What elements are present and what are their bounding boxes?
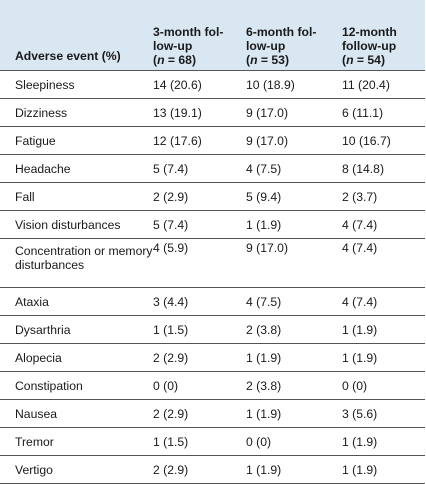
- event-cell: Vertigo: [0, 455, 153, 484]
- n-symbol: n: [250, 53, 258, 67]
- table-row: Nausea 2 (2.9) 1 (1.9) 3 (5.6): [0, 399, 425, 428]
- value-cell-3m: 13 (19.1): [153, 98, 246, 127]
- n-value: 68: [178, 53, 192, 67]
- value-cell-3m: 4 (5.9): [153, 238, 246, 288]
- header-n: (n = 68): [153, 53, 197, 67]
- header-12-month: 12-month follow-up (n = 54): [342, 0, 425, 71]
- table-row: Alopecia 2 (2.9) 1 (1.9) 1 (1.9): [0, 343, 425, 372]
- value-cell-12m: 8 (14.8): [342, 154, 425, 183]
- n-value: 54: [367, 53, 381, 67]
- header-3-month: 3-month fol- low-up (n = 68): [153, 0, 246, 71]
- value-cell-12m: 0 (0): [342, 371, 425, 400]
- value-cell-6m: 0 (0): [246, 427, 342, 456]
- value-cell-6m: 2 (3.8): [246, 371, 342, 400]
- value-cell-6m: 5 (9.4): [246, 182, 342, 211]
- value-cell-12m: 11 (20.4): [342, 70, 425, 99]
- header-n: (n = 53): [246, 53, 290, 67]
- header-line2: low-up: [246, 39, 286, 53]
- value-cell-3m: 14 (20.6): [153, 70, 246, 99]
- value-cell-6m: 9 (17.0): [246, 98, 342, 127]
- event-cell: Sleepiness: [0, 70, 153, 99]
- value-cell-3m: 2 (2.9): [153, 399, 246, 428]
- event-cell: Dysarthria: [0, 315, 153, 344]
- event-cell: Dizziness: [0, 98, 153, 127]
- value-cell-12m: 1 (1.9): [342, 315, 425, 344]
- value-cell-12m: 2 (3.7): [342, 182, 425, 211]
- value-cell-6m: 1 (1.9): [246, 210, 342, 239]
- header-row: Adverse event (%) 3-month fol- low-up (n…: [0, 0, 425, 71]
- header-n: (n = 54): [342, 53, 386, 67]
- table-row: Dysarthria 1 (1.5) 2 (3.8) 1 (1.9): [0, 315, 425, 344]
- table-row: Fatigue 12 (17.6) 9 (17.0) 10 (16.7): [0, 126, 425, 155]
- table-row: Ataxia 3 (4.4) 4 (7.5) 4 (7.4): [0, 287, 425, 316]
- table-row: Tremor 1 (1.5) 0 (0) 1 (1.9): [0, 427, 425, 456]
- n-symbol: n: [157, 53, 165, 67]
- value-cell-6m: 9 (17.0): [246, 126, 342, 155]
- value-cell-12m: 3 (5.6): [342, 399, 425, 428]
- value-cell-12m: 1 (1.9): [342, 427, 425, 456]
- value-cell-3m: 1 (1.5): [153, 315, 246, 344]
- header-line2: follow-up: [342, 39, 397, 53]
- n-value: 53: [271, 53, 285, 67]
- table-row: Fall 2 (2.9) 5 (9.4) 2 (3.7): [0, 182, 425, 211]
- value-cell-6m: 1 (1.9): [246, 343, 342, 372]
- value-cell-12m: 4 (7.4): [342, 287, 425, 316]
- table-row: Headache 5 (7.4) 4 (7.5) 8 (14.8): [0, 154, 425, 183]
- table-row: Sleepiness 14 (20.6) 10 (18.9) 11 (20.4): [0, 70, 425, 99]
- table-row: Vision disturbances 5 (7.4) 1 (1.9) 4 (7…: [0, 210, 425, 239]
- value-cell-3m: 5 (7.4): [153, 154, 246, 183]
- value-cell-12m: 1 (1.9): [342, 455, 425, 484]
- value-cell-6m: 10 (18.9): [246, 70, 342, 99]
- value-cell-3m: 0 (0): [153, 371, 246, 400]
- header-line1: 12-month: [342, 25, 397, 39]
- value-cell-3m: 12 (17.6): [153, 126, 246, 155]
- event-cell: Fatigue: [0, 126, 153, 155]
- value-cell-12m: 6 (11.1): [342, 98, 425, 127]
- event-cell: Concentration or memory disturbances: [0, 238, 153, 288]
- table-row: Dizziness 13 (19.1) 9 (17.0) 6 (11.1): [0, 98, 425, 127]
- value-cell-6m: 1 (1.9): [246, 399, 342, 428]
- table-row: Vertigo 2 (2.9) 1 (1.9) 1 (1.9): [0, 455, 425, 484]
- value-cell-6m: 4 (7.5): [246, 287, 342, 316]
- value-cell-3m: 5 (7.4): [153, 210, 246, 239]
- header-line1: 3-month fol-: [153, 25, 224, 39]
- value-cell-12m: 4 (7.4): [342, 210, 425, 239]
- value-cell-3m: 2 (2.9): [153, 182, 246, 211]
- value-cell-12m: 4 (7.4): [342, 238, 425, 288]
- value-cell-3m: 3 (4.4): [153, 287, 246, 316]
- value-cell-3m: 2 (2.9): [153, 455, 246, 484]
- event-cell: Fall: [0, 182, 153, 211]
- value-cell-6m: 9 (17.0): [246, 238, 342, 288]
- event-cell: Alopecia: [0, 343, 153, 372]
- event-cell: Constipation: [0, 371, 153, 400]
- value-cell-3m: 2 (2.9): [153, 343, 246, 372]
- value-cell-12m: 1 (1.9): [342, 343, 425, 372]
- event-cell: Tremor: [0, 427, 153, 456]
- value-cell-3m: 1 (1.5): [153, 427, 246, 456]
- n-symbol: n: [346, 53, 354, 67]
- header-label: Adverse event (%): [15, 49, 121, 63]
- table-row: Concentration or memory disturbances 4 (…: [0, 238, 425, 288]
- table-row: Constipation 0 (0) 2 (3.8) 0 (0): [0, 371, 425, 400]
- event-cell: Ataxia: [0, 287, 153, 316]
- header-adverse-event: Adverse event (%): [0, 0, 153, 71]
- value-cell-6m: 1 (1.9): [246, 455, 342, 484]
- event-cell: Headache: [0, 154, 153, 183]
- header-line2: low-up: [153, 39, 193, 53]
- value-cell-12m: 10 (16.7): [342, 126, 425, 155]
- event-cell: Vision disturbances: [0, 210, 153, 239]
- event-cell: Nausea: [0, 399, 153, 428]
- header-line1: 6-month fol-: [246, 25, 317, 39]
- value-cell-6m: 2 (3.8): [246, 315, 342, 344]
- value-cell-6m: 4 (7.5): [246, 154, 342, 183]
- header-6-month: 6-month fol- low-up (n = 53): [246, 0, 342, 71]
